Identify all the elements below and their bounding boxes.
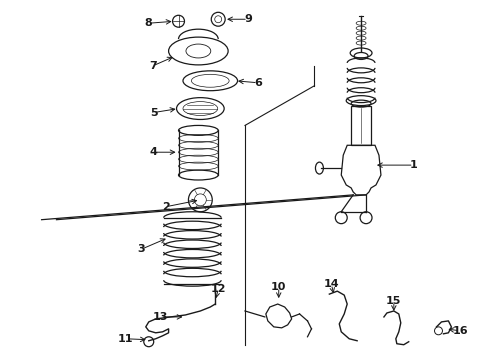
Text: 11: 11 [118,334,134,344]
Text: 7: 7 [149,61,157,71]
Text: 2: 2 [162,202,170,212]
Text: 9: 9 [244,14,252,24]
Text: 14: 14 [323,279,339,289]
Text: 5: 5 [150,108,157,117]
Text: 15: 15 [386,296,401,306]
Text: 1: 1 [410,160,417,170]
Text: 10: 10 [271,282,287,292]
Text: 3: 3 [137,244,145,255]
Text: 12: 12 [211,284,226,294]
Text: 8: 8 [145,18,152,28]
Text: 13: 13 [153,312,169,322]
Text: 6: 6 [254,78,262,88]
Text: 16: 16 [452,326,468,336]
Text: 4: 4 [150,147,158,157]
